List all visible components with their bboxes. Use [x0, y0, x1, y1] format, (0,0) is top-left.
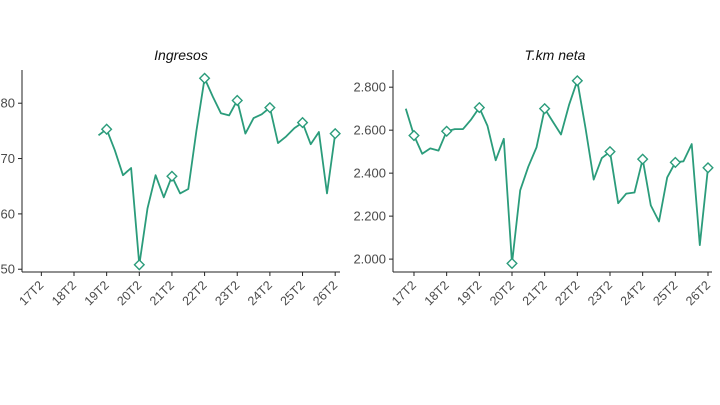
data-point-marker [702, 161, 714, 174]
x-tick-label: 25T2 [650, 278, 680, 308]
x-tick-label: 26T2 [683, 278, 713, 308]
x-tick-label: 25T2 [278, 278, 308, 308]
panel-title: T.km neta [525, 47, 586, 63]
x-tick-label: 17T2 [389, 278, 419, 308]
series-line [404, 79, 709, 265]
data-point-marker [133, 259, 146, 271]
x-tick-label: 22T2 [180, 278, 210, 308]
y-tick-label: 2.600 [353, 123, 386, 138]
data-point-marker [636, 153, 649, 165]
data-point-marker [264, 101, 276, 114]
x-tick-label: 20T2 [487, 278, 517, 308]
x-tick-label: 21T2 [147, 278, 177, 308]
y-tick-label: 2.000 [353, 252, 386, 267]
y-tick-label: 2.200 [353, 209, 386, 224]
data-point-marker [408, 129, 420, 142]
x-tick-label: 21T2 [520, 278, 550, 308]
x-tick-label: 19T2 [454, 278, 484, 308]
y-tick-label: 2.400 [353, 166, 386, 181]
x-tick-label: 23T2 [212, 278, 242, 308]
data-point-marker [296, 116, 309, 129]
x-tick-label: 24T2 [618, 278, 648, 308]
data-point-marker [440, 125, 453, 138]
y-tick-label: 50 [1, 262, 15, 277]
data-point-marker [538, 102, 551, 115]
x-tick-label: 22T2 [552, 278, 582, 308]
y-tick-label: 70 [1, 151, 15, 166]
data-point-marker [231, 94, 244, 107]
series-line [97, 77, 337, 266]
panel-ingresos: Ingresos 50 60 70 80 17T2 18T2 19T2 20T2 21T2 22T… [1, 47, 341, 308]
data-point-marker [604, 145, 616, 158]
x-tick-label: 23T2 [585, 278, 615, 308]
panel-title: Ingresos [154, 47, 208, 63]
data-point-marker [198, 72, 211, 85]
x-tick-label: 20T2 [114, 278, 144, 308]
y-tick-label: 2.800 [353, 80, 386, 95]
y-tick-label: 80 [1, 96, 15, 111]
x-tick-label: 19T2 [82, 278, 112, 308]
y-tick-label: 60 [1, 206, 15, 221]
x-tick-label: 26T2 [310, 278, 340, 308]
data-point-marker [571, 74, 584, 87]
data-point-marker [100, 123, 113, 136]
data-point-marker [473, 101, 486, 114]
x-tick-label: 24T2 [245, 278, 275, 308]
x-tick-label: 18T2 [422, 278, 452, 308]
x-tick-label: 18T2 [49, 278, 79, 308]
data-point-marker [329, 127, 341, 140]
data-point-marker [166, 170, 178, 183]
x-tick-label: 17T2 [16, 278, 46, 308]
data-point-marker [669, 156, 682, 169]
data-point-marker [506, 257, 518, 270]
